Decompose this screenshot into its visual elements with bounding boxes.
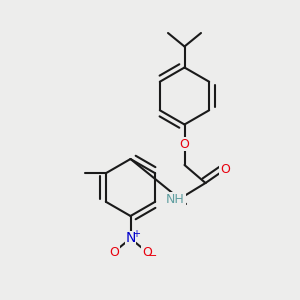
Text: O: O — [109, 245, 119, 259]
Text: O: O — [142, 245, 152, 259]
Text: N: N — [125, 232, 136, 245]
Text: NH: NH — [166, 193, 185, 206]
Text: −: − — [148, 250, 157, 261]
Text: O: O — [220, 163, 230, 176]
Text: O: O — [180, 137, 189, 151]
Text: +: + — [132, 229, 140, 239]
